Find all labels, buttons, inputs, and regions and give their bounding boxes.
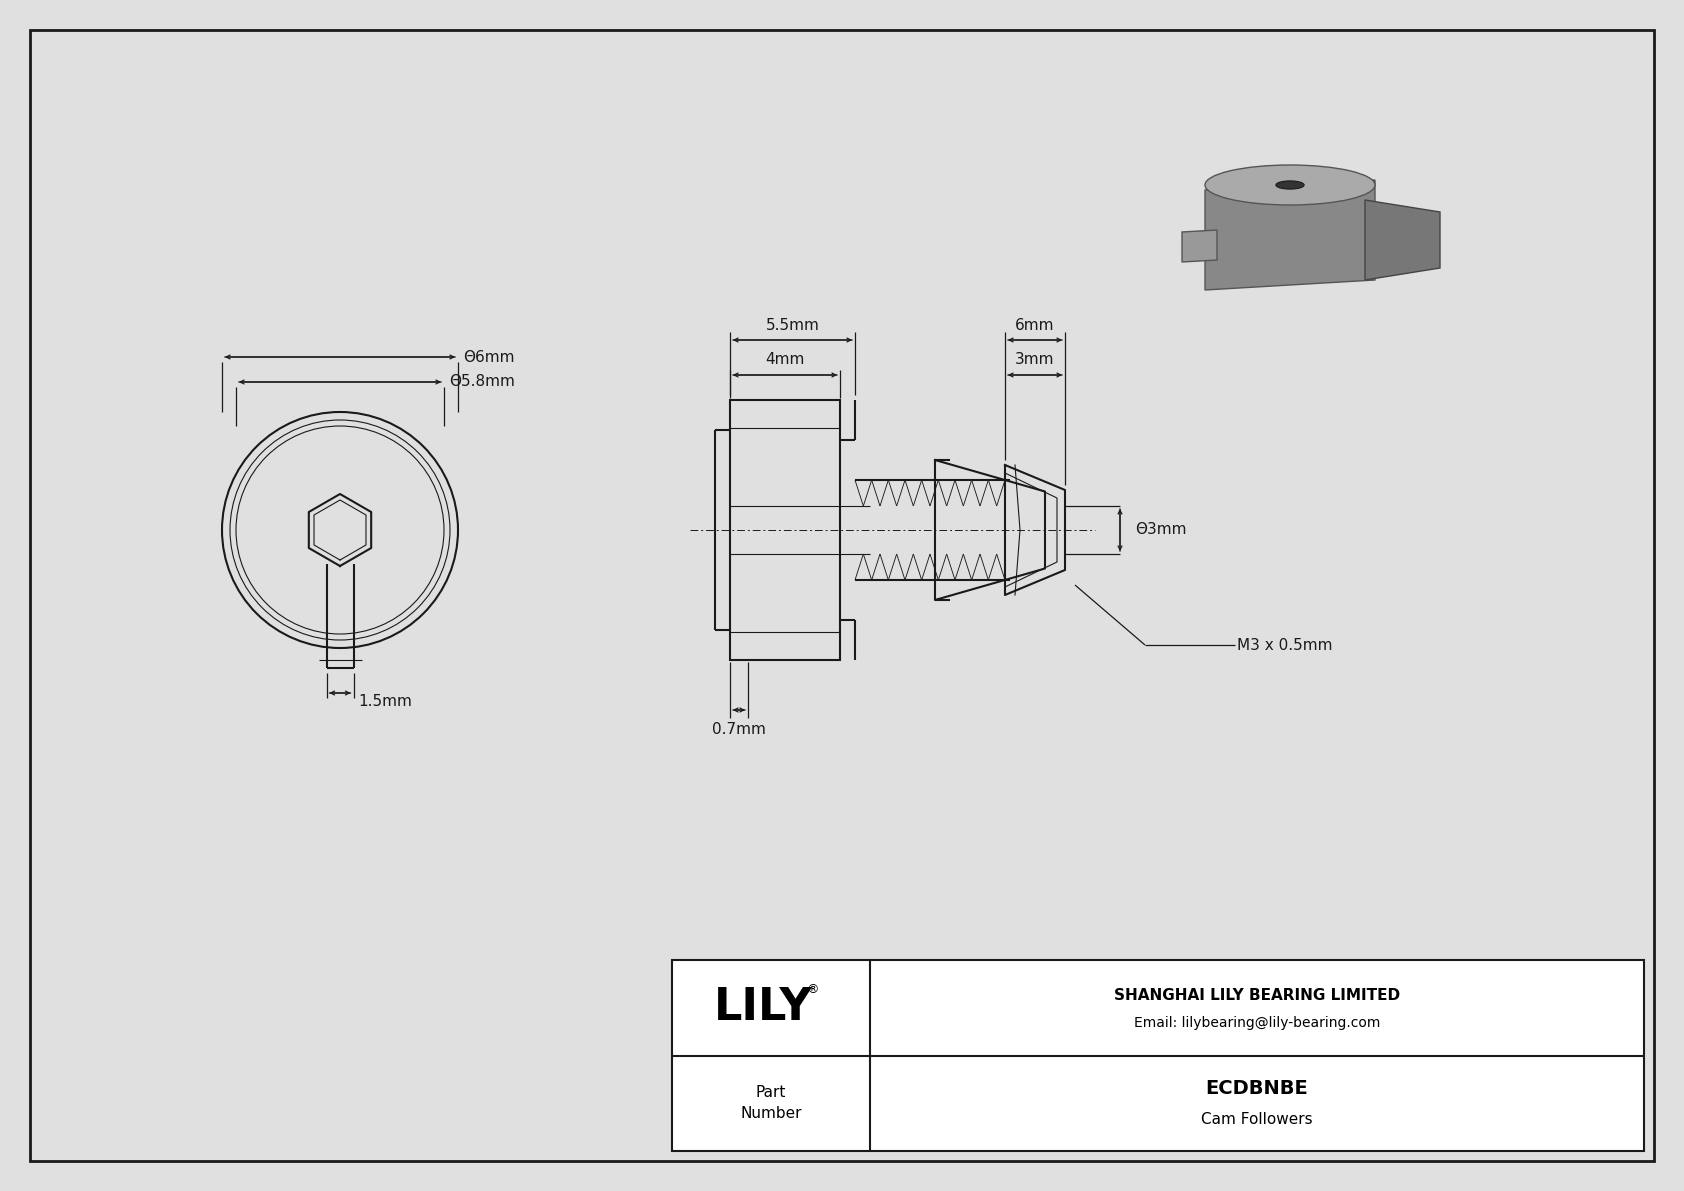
Ellipse shape (1206, 166, 1376, 205)
Text: Cam Followers: Cam Followers (1201, 1111, 1314, 1127)
Polygon shape (1206, 180, 1376, 289)
Text: Θ5.8mm: Θ5.8mm (450, 374, 515, 389)
Text: Part
Number: Part Number (741, 1085, 802, 1121)
Text: SHANGHAI LILY BEARING LIMITED: SHANGHAI LILY BEARING LIMITED (1113, 989, 1399, 1003)
Polygon shape (1182, 230, 1218, 262)
Text: Θ3mm: Θ3mm (1135, 523, 1187, 537)
Text: ECDBNBE: ECDBNBE (1206, 1079, 1308, 1098)
Ellipse shape (1276, 181, 1303, 189)
Text: 0.7mm: 0.7mm (712, 723, 766, 737)
Text: LILY: LILY (714, 986, 812, 1029)
Text: 5.5mm: 5.5mm (766, 318, 820, 332)
Text: Θ6mm: Θ6mm (463, 349, 515, 364)
Bar (729, 400, 840, 660)
Text: 3mm: 3mm (1015, 353, 1054, 368)
Bar (672, 960, 1644, 1151)
Text: 4mm: 4mm (765, 353, 805, 368)
Text: ®: ® (807, 984, 818, 996)
Text: 1.5mm: 1.5mm (359, 693, 413, 709)
Text: 6mm: 6mm (1015, 318, 1054, 332)
Text: Email: lilybearing@lily-bearing.com: Email: lilybearing@lily-bearing.com (1133, 1016, 1381, 1030)
Polygon shape (1366, 200, 1440, 280)
Text: M3 x 0.5mm: M3 x 0.5mm (1238, 637, 1332, 653)
